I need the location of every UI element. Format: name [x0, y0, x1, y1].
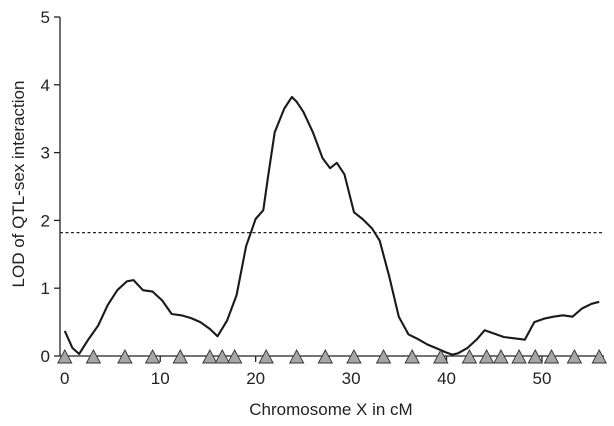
marker-triangle [375, 349, 392, 364]
marker-triangle [511, 349, 527, 364]
x-tick-label: 20 [246, 369, 265, 388]
marker-triangle [543, 349, 560, 364]
marker-triangle [493, 349, 509, 364]
marker-triangle [404, 349, 420, 364]
x-axis-title: Chromosome X in cM [249, 400, 412, 419]
marker-triangle [214, 349, 230, 364]
marker-triangle [172, 349, 189, 364]
marker-triangle [527, 349, 544, 364]
marker-triangle [566, 349, 583, 364]
y-tick-label: 5 [41, 8, 50, 27]
x-tick-label: 40 [437, 369, 456, 388]
marker-triangle [591, 349, 607, 364]
marker-triangle [117, 349, 133, 364]
x-tick-label: 0 [60, 369, 69, 388]
marker-triangle [478, 349, 495, 364]
marker-triangle [317, 349, 334, 364]
marker-triangle [433, 349, 449, 364]
y-tick-label: 0 [41, 347, 50, 366]
x-tick-label: 50 [533, 369, 552, 388]
y-tick-label: 1 [41, 279, 50, 298]
marker-triangle [346, 349, 362, 364]
marker-triangle [258, 349, 274, 364]
marker-triangle [57, 349, 73, 364]
marker-triangle [85, 349, 102, 364]
lod-curve-line [63, 95, 600, 356]
marker-triangle [144, 349, 161, 364]
x-tick-label: 30 [342, 369, 361, 388]
y-tick-label: 3 [41, 144, 50, 163]
marker-triangle [288, 349, 305, 364]
marker-triangle [226, 349, 243, 364]
y-tick-label: 2 [41, 211, 50, 230]
y-tick-label: 4 [41, 76, 50, 95]
x-tick-label: 10 [151, 369, 170, 388]
genetic-markers [57, 349, 607, 364]
marker-triangle [202, 349, 218, 364]
marker-triangle [461, 349, 478, 364]
y-axis-title: LOD of QTL-sex interaction [9, 81, 28, 288]
